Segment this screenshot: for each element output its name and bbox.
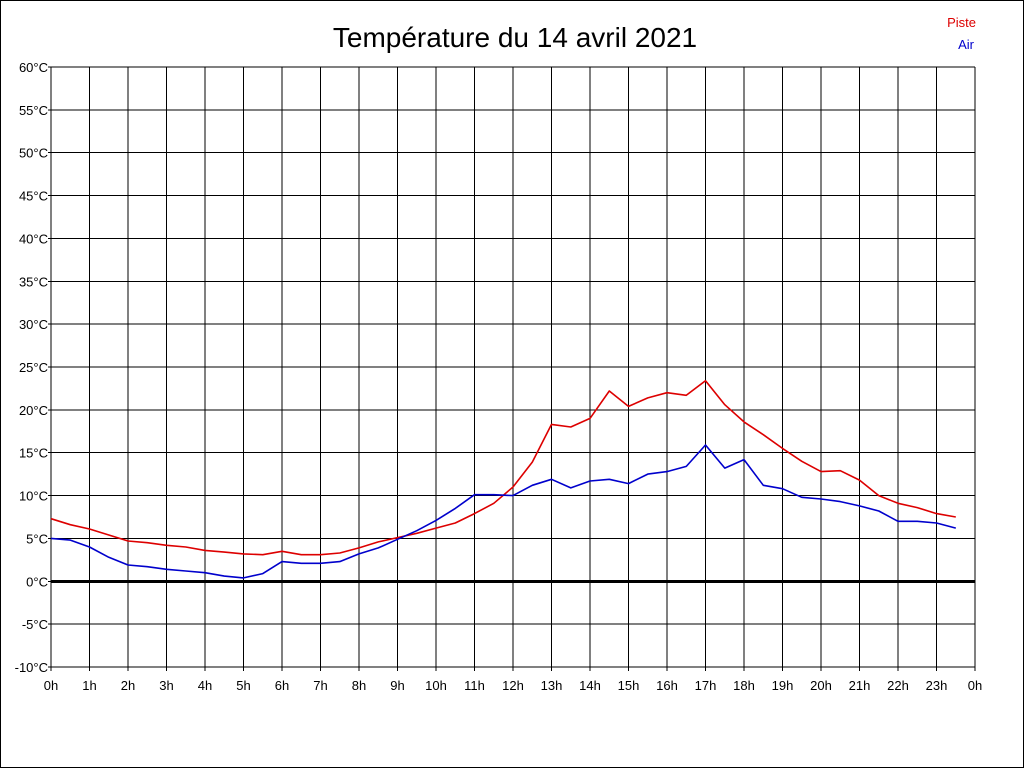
x-tick-label: 9h — [390, 678, 404, 693]
x-tick-label: 16h — [656, 678, 678, 693]
x-tick-label: 2h — [121, 678, 135, 693]
y-tick-label: 45°C — [19, 189, 48, 204]
x-tick-label: 6h — [275, 678, 289, 693]
y-tick-label: 10°C — [19, 489, 48, 504]
y-tick-label: 50°C — [19, 146, 48, 161]
x-tick-label: 7h — [313, 678, 327, 693]
x-axis-ticks: 0h 1h 2h 3h 4h 5h 6h 7h 8h 9h 10h 11h 12h 13h 14h 15h 16… — [44, 678, 982, 693]
y-tick-label: 60°C — [19, 60, 48, 75]
y-tick-label: 30°C — [19, 317, 48, 332]
y-tick-label: 25°C — [19, 360, 48, 375]
x-tick-label: 18h — [733, 678, 755, 693]
y-tick-label: 40°C — [19, 231, 48, 246]
y-tick-label: -10°C — [15, 660, 48, 675]
x-tick-label: 15h — [618, 678, 640, 693]
y-tick-label: 5°C — [26, 531, 48, 546]
x-tick-label: 22h — [887, 678, 909, 693]
x-tick-label: 4h — [198, 678, 212, 693]
x-tick-label: 12h — [502, 678, 524, 693]
x-tick-label: 0h — [968, 678, 982, 693]
x-tick-label: 1h — [82, 678, 96, 693]
y-tick-label: 20°C — [19, 403, 48, 418]
x-tick-label: 17h — [695, 678, 717, 693]
y-tick-label: 35°C — [19, 274, 48, 289]
y-axis-ticks: 60°C 55°C 50°C 45°C 40°C 35°C 30°C 25°C 20°C 15°C… — [15, 60, 48, 675]
series-line-air — [50, 444, 957, 579]
y-tick-label: 0°C — [26, 574, 48, 589]
grid-lines — [48, 66, 976, 671]
y-tick-label: 55°C — [19, 103, 48, 118]
x-tick-label: 3h — [159, 678, 173, 693]
x-tick-label: 14h — [579, 678, 601, 693]
x-tick-label: 13h — [541, 678, 563, 693]
x-tick-label: 19h — [772, 678, 794, 693]
x-tick-label: 8h — [352, 678, 366, 693]
legend-piste: Piste — [947, 15, 976, 30]
chart-title: Température du 14 avril 2021 — [333, 22, 697, 53]
x-tick-label: 11h — [464, 678, 485, 693]
x-tick-label: 23h — [926, 678, 948, 693]
x-tick-label: 21h — [849, 678, 871, 693]
x-tick-label: 0h — [44, 678, 58, 693]
x-tick-label: 20h — [810, 678, 832, 693]
series-line-piste — [50, 379, 956, 556]
x-tick-label: 10h — [425, 678, 447, 693]
y-tick-label: -5°C — [22, 617, 48, 632]
legend-air: Air — [958, 37, 975, 52]
data-series — [50, 379, 957, 579]
y-tick-label: 15°C — [19, 446, 48, 461]
x-tick-label: 5h — [236, 678, 250, 693]
